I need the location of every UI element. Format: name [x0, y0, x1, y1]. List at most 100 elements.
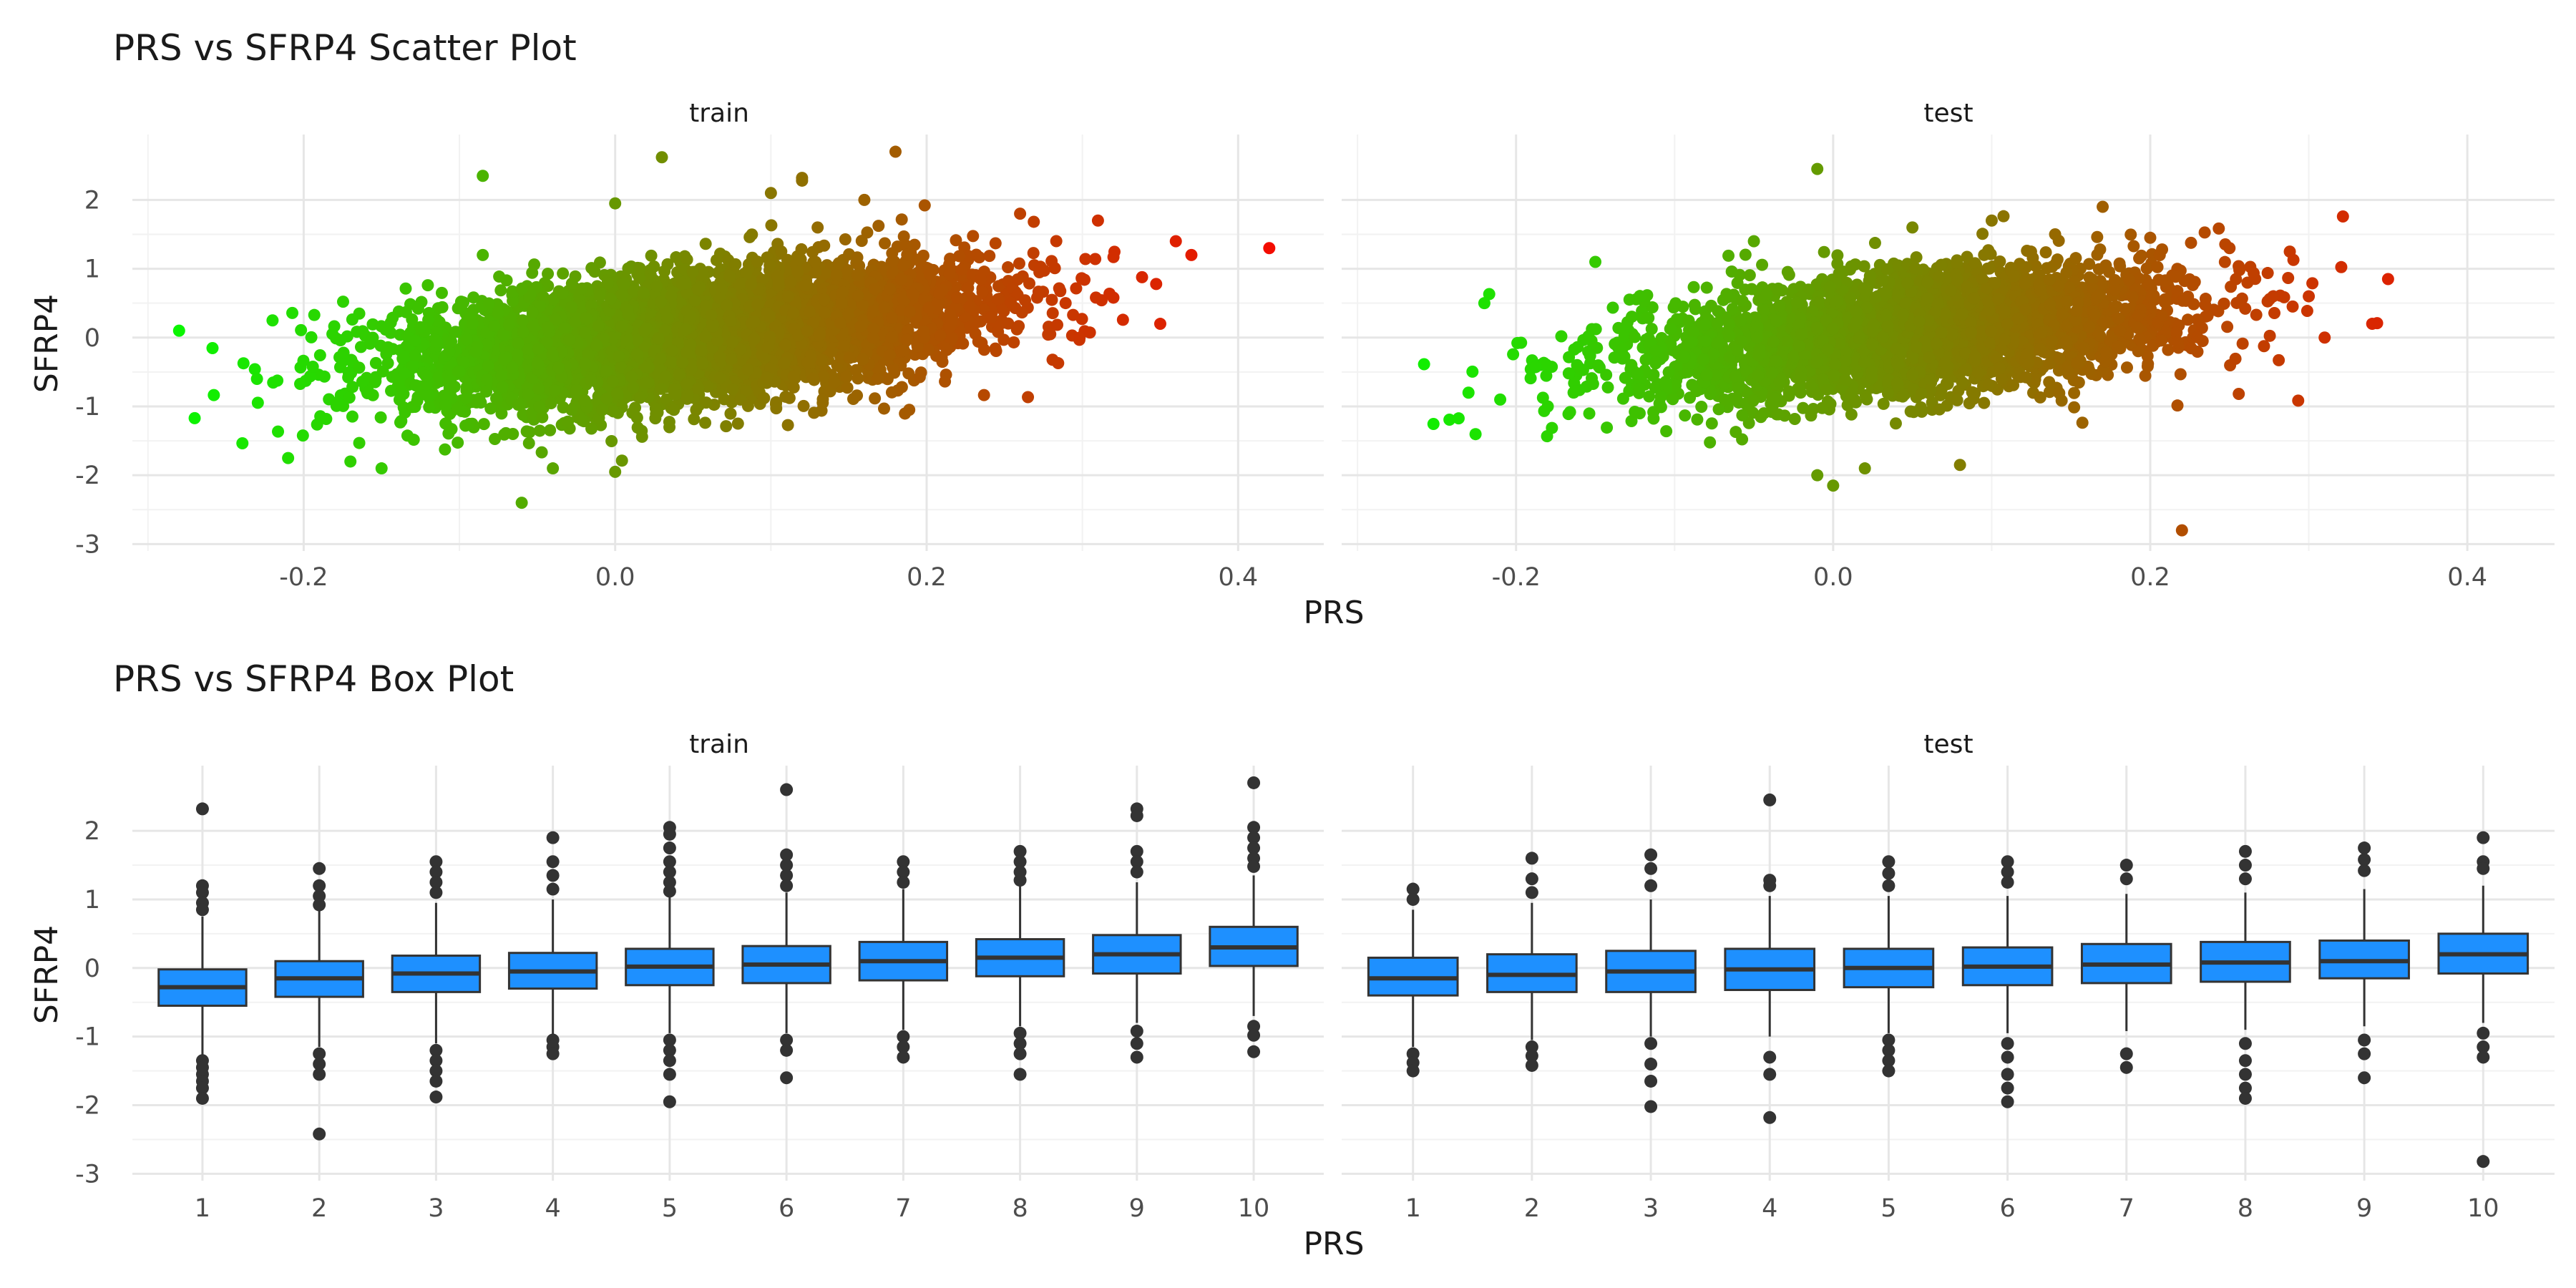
scatter-point: [765, 219, 778, 232]
scatter-point: [208, 389, 220, 401]
scatter-point: [1048, 262, 1061, 275]
scatter-point: [308, 308, 321, 321]
scatter-point: [320, 412, 333, 425]
scatter-point: [271, 374, 284, 387]
scatter-point: [815, 353, 828, 366]
scatter-point: [918, 199, 931, 212]
scatter-point: [967, 230, 980, 243]
scatter-point: [990, 345, 1002, 358]
scatter-point: [436, 301, 449, 313]
scatter-point: [346, 313, 358, 326]
scatter-point: [686, 265, 699, 278]
scatter-point: [512, 399, 525, 411]
scatter-point: [1103, 287, 1116, 300]
scatter-chart: PRS vs SFRP4 Scatter Plot train test -3-…: [29, 27, 2555, 631]
scatter-point: [451, 402, 464, 415]
scatter-point: [885, 311, 898, 324]
scatter-point: [992, 326, 1005, 338]
scatter-point: [914, 366, 927, 379]
scatter-point: [854, 320, 867, 333]
scatter-point: [493, 270, 506, 283]
scatter-point: [781, 419, 794, 431]
scatter-point: [851, 389, 864, 402]
scatter-point: [286, 306, 299, 319]
scatter-point: [992, 293, 1005, 306]
scatter-point: [720, 420, 733, 433]
scatter-point: [663, 421, 676, 434]
scatter-point: [885, 331, 898, 344]
scatter-point: [435, 286, 448, 299]
scatter-point: [421, 279, 434, 292]
x-tick-label: 0.0: [595, 563, 635, 592]
scatter-point: [517, 326, 530, 338]
scatter-point: [460, 391, 473, 404]
scatter-point: [615, 454, 628, 467]
scatter-point: [642, 361, 655, 374]
scatter-point: [439, 399, 452, 412]
scatter-point: [724, 407, 737, 420]
scatter-point: [466, 317, 479, 330]
scatter-point: [830, 268, 843, 281]
scatter-point: [494, 284, 507, 297]
scatter-point: [409, 348, 421, 361]
scatter-point: [394, 416, 406, 429]
scatter-title: PRS vs SFRP4 Scatter Plot: [113, 27, 577, 69]
scatter-point: [294, 377, 307, 390]
scatter-point: [758, 391, 771, 404]
scatter-point: [460, 381, 473, 394]
scatter-point: [556, 287, 569, 300]
scatter-point: [1010, 323, 1023, 336]
scatter-point: [1013, 257, 1025, 270]
scatter-point: [963, 300, 976, 313]
scatter-point: [622, 262, 635, 275]
scatter-point: [1050, 235, 1063, 248]
scatter-point: [342, 371, 355, 384]
scatter-point: [1028, 215, 1040, 228]
scatter-point: [533, 424, 546, 437]
scatter-point: [957, 337, 970, 350]
scatter-point: [791, 265, 804, 278]
scatter-point: [817, 370, 830, 383]
scatter-point: [627, 381, 640, 394]
scatter-point: [900, 333, 913, 346]
scatter-point: [515, 282, 528, 295]
scatter-point: [772, 275, 785, 288]
x-tick-label: 0.4: [1218, 563, 1258, 592]
scatter-point: [770, 402, 783, 415]
scatter-point: [1107, 250, 1120, 263]
scatter-point: [781, 290, 794, 303]
scatter-point: [1136, 270, 1148, 283]
scatter-point: [660, 370, 673, 383]
scatter-point: [809, 255, 822, 268]
scatter-point: [699, 416, 712, 429]
scatter-point: [696, 357, 709, 370]
scatter-point: [439, 443, 452, 456]
scatter-point: [731, 417, 744, 430]
scatter-point: [237, 357, 250, 370]
scatter-point: [850, 364, 863, 376]
scatter-point: [532, 382, 545, 395]
scatter-point: [953, 250, 966, 263]
scatter-point: [585, 422, 598, 435]
scatter-point: [575, 414, 588, 426]
scatter-point: [1046, 353, 1059, 366]
scatter-point: [1067, 308, 1080, 321]
scatter-point: [1032, 286, 1045, 298]
scatter-point: [334, 334, 347, 347]
y-tick-label: 0: [84, 324, 100, 353]
scatter-point: [1073, 331, 1086, 344]
scatter-point: [877, 402, 890, 415]
scatter-point: [869, 392, 882, 405]
scatter-point: [895, 381, 908, 394]
scatter-point: [1054, 285, 1067, 298]
scatter-point: [1083, 326, 1096, 339]
scatter-point: [977, 343, 990, 356]
scatter-point: [939, 375, 952, 388]
scatter-point: [751, 255, 763, 268]
scatter-point: [495, 407, 508, 420]
scatter-point: [542, 268, 555, 280]
scatter-point: [901, 248, 914, 261]
scatter-point: [1090, 291, 1103, 304]
scatter-point: [809, 266, 822, 279]
